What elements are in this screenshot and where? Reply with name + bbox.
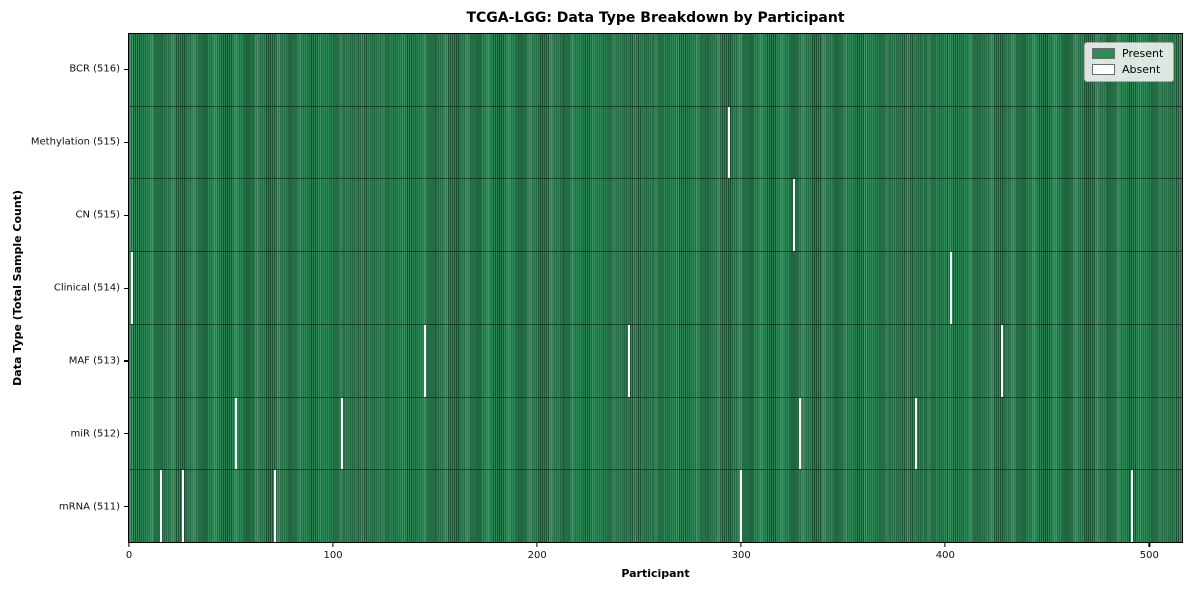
- absent-gap: [1000, 324, 1003, 397]
- absent-gap: [424, 324, 427, 397]
- y-tick-label-Methylation: Methylation (515): [30, 136, 120, 148]
- legend-label-present: Present: [1122, 47, 1164, 60]
- y-tick-mark: [124, 214, 128, 216]
- x-tick-label-200: 200: [527, 550, 547, 561]
- absent-gap: [131, 252, 134, 324]
- y-tick-mark: [124, 506, 128, 508]
- x-tick-mark: [332, 543, 334, 547]
- row-MAF: [129, 323, 1182, 397]
- x-tick-label-100: 100: [323, 550, 343, 561]
- legend-item-present: Present: [1092, 48, 1163, 59]
- x-tick-mark: [128, 543, 130, 547]
- row-Methylation: [129, 105, 1182, 179]
- y-tick-mark: [124, 287, 128, 289]
- x-tick-mark: [944, 543, 946, 547]
- absent-gap: [799, 397, 802, 470]
- row-Clinical: [129, 251, 1182, 324]
- absent-gap: [792, 179, 795, 252]
- x-tick-label-300: 300: [731, 550, 751, 561]
- y-tick-label-Clinical: Clinical (514): [53, 282, 120, 294]
- x-tick-mark: [536, 543, 538, 547]
- y-tick-label-miR: miR (512): [70, 428, 120, 440]
- absent-gap: [628, 324, 631, 397]
- y-axis-label-wrap: Data Type (Total Sample Count): [8, 33, 26, 543]
- y-tick-label-CN: CN (515): [75, 209, 120, 221]
- y-tick-mark: [124, 141, 128, 143]
- y-tick-label-mRNA: mRNA (511): [58, 501, 120, 513]
- legend-label-absent: Absent: [1122, 63, 1161, 76]
- row-CN: [129, 178, 1182, 252]
- absent-swatch-icon: [1092, 64, 1115, 75]
- x-axis-label: Participant: [621, 567, 690, 580]
- absent-gap: [234, 397, 237, 470]
- y-tick-mark: [124, 68, 128, 71]
- absent-gap: [740, 470, 743, 543]
- absent-gap: [949, 252, 952, 324]
- absent-gap: [915, 397, 918, 470]
- x-tick-mark: [740, 543, 742, 547]
- absent-gap: [340, 397, 343, 470]
- x-tick-label-400: 400: [935, 550, 955, 561]
- present-swatch-icon: [1092, 48, 1115, 59]
- y-tick-label-BCR: BCR (516): [69, 63, 120, 75]
- absent-gap: [727, 106, 730, 179]
- x-tick-label-0: 0: [125, 550, 133, 561]
- row-mRNA: [129, 469, 1182, 543]
- chart-title: TCGA-LGG: Data Type Breakdown by Partici…: [466, 10, 845, 26]
- y-axis-label: Data Type (Total Sample Count): [10, 190, 24, 386]
- x-tick-label-500: 500: [1139, 550, 1159, 561]
- legend-item-absent: Absent: [1092, 64, 1163, 75]
- absent-gap: [181, 470, 184, 543]
- y-tick-label-MAF: MAF (513): [68, 355, 120, 367]
- x-tick-mark: [1148, 543, 1150, 547]
- row-miR: [129, 396, 1182, 470]
- absent-gap: [1131, 470, 1134, 543]
- y-tick-mark: [124, 433, 128, 435]
- y-tick-mark: [124, 360, 128, 362]
- absent-gap: [159, 470, 162, 543]
- row-BCR: [129, 34, 1182, 106]
- plot-area: [128, 33, 1183, 543]
- absent-gap: [273, 470, 276, 543]
- legend: Present Absent: [1084, 42, 1175, 82]
